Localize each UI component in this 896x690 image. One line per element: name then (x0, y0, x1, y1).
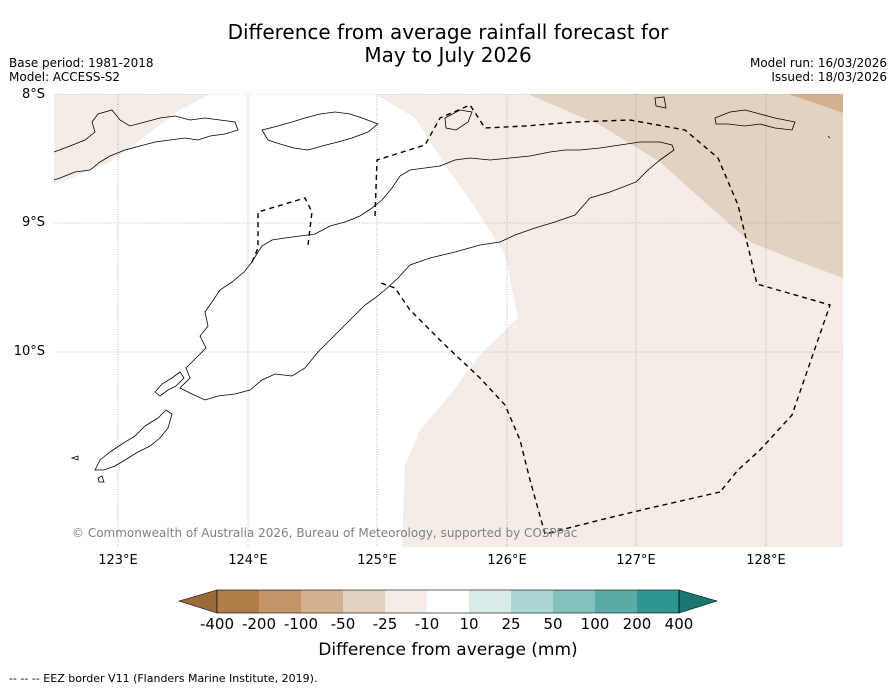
colorbar (177, 589, 719, 614)
eez-border-north (374, 104, 831, 493)
coastline-small-islet-sw2 (97, 475, 105, 483)
lon-label-128e: 128°E (746, 553, 786, 568)
colorbar-tick-25: 25 (501, 615, 521, 633)
lon-label-125e: 125°E (357, 553, 397, 568)
lon-label-126e: 126°E (487, 553, 527, 568)
lat-label-10s: 10°S (13, 344, 45, 359)
colorbar-tick-100: 100 (580, 615, 610, 633)
colorbar-tick-50: 50 (543, 615, 563, 633)
base-period-label: Base period: 1981-2018 (9, 56, 154, 70)
colorbar-tick-10: 10 (459, 615, 479, 633)
copyright-notice: © Commonwealth of Australia 2026, Bureau… (72, 526, 578, 540)
eez-border-oecusse (251, 197, 313, 263)
colorbar-segment-200-400 (637, 590, 679, 613)
coastline-rote (154, 371, 185, 397)
coastline-small-island-2 (714, 109, 796, 131)
colorbar-tick-m100: -100 (283, 615, 319, 633)
colorbar-segment-100-200 (595, 590, 637, 613)
colorbar-segment-50-100 (553, 590, 595, 613)
model-run-label: Model run: 16/03/2026 (749, 56, 887, 70)
coastline-atauro (444, 109, 473, 131)
map-title-line2: May to July 2026 (364, 43, 532, 67)
colorbar-segment-50-25 (343, 590, 385, 613)
colorbar-segment-200-100 (259, 590, 301, 613)
colorbar-segment-10-10 (427, 590, 469, 613)
eez-border-south (377, 281, 721, 535)
colorbar-segment-above-400 (678, 589, 719, 614)
colorbar-tick-m10: -10 (414, 615, 440, 633)
coastline-northern-islands-west (54, 109, 239, 181)
coastline-small-island-3 (827, 135, 831, 139)
coastline-timor (179, 141, 675, 401)
eez-footnote: -- -- -- EEZ border V11 (Flanders Marine… (9, 672, 318, 685)
lon-label-123e: 123°E (98, 553, 138, 568)
coastline-northern-islands-east (261, 111, 379, 151)
colorbar-segment-below-400 (177, 589, 218, 614)
colorbar-tick-400: 400 (664, 615, 694, 633)
coastline-small-island-1 (654, 96, 667, 109)
colorbar-segment-25-50 (511, 590, 553, 613)
lat-label-8s: 8°S (21, 87, 45, 102)
issued-label: Issued: 18/03/2026 (771, 70, 887, 84)
colorbar-tick-m25: -25 (372, 615, 398, 633)
colorbar-segment-25-10 (385, 590, 427, 613)
lon-label-124e: 124°E (228, 553, 268, 568)
lon-label-127e: 127°E (616, 553, 656, 568)
map-title-line1: Difference from average rainfall forecas… (227, 20, 669, 44)
coastline-sabu-west (94, 409, 173, 471)
anomaly-region-minus50-minus25 (528, 94, 843, 278)
model-label: Model: ACCESS-S2 (9, 70, 121, 84)
colorbar-segment-400-200 (217, 590, 259, 613)
anomaly-region-minus100-minus50 (788, 94, 843, 113)
coastline-small-islet-sw (70, 455, 79, 461)
colorbar-tick-200: 200 (622, 615, 652, 633)
colorbar-segment-10-25 (469, 590, 511, 613)
colorbar-tick-m50: -50 (330, 615, 356, 633)
colorbar-segment-100-50 (301, 590, 343, 613)
colorbar-outline (216, 589, 680, 614)
colorbar-tick-m400: -400 (199, 615, 235, 633)
colorbar-title: Difference from average (mm) (318, 640, 578, 660)
colorbar-tick-m200: -200 (241, 615, 277, 633)
lat-label-9s: 9°S (21, 215, 45, 230)
